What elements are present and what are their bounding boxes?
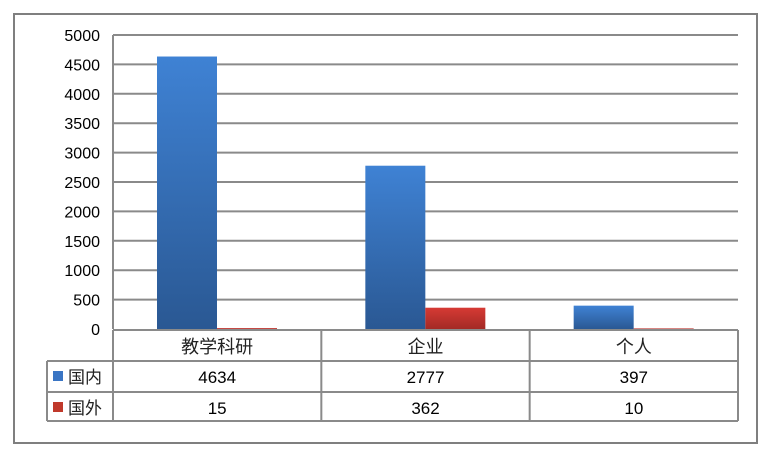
table-value: 10 (624, 399, 643, 418)
bar-国内-教学科研 (157, 56, 217, 329)
table-value: 15 (208, 399, 227, 418)
table-value: 397 (620, 368, 648, 387)
series-name: 国内 (68, 368, 102, 388)
legend-swatch-国外 (53, 402, 63, 412)
y-tick-label: 1500 (64, 234, 100, 251)
table-value: 362 (411, 399, 439, 418)
table-value: 4634 (198, 368, 236, 387)
chart-frame (13, 13, 758, 444)
y-tick-label: 0 (91, 322, 100, 339)
series-name: 国外 (68, 399, 102, 419)
bar-国外-企业 (425, 307, 486, 329)
category-label: 教学科研 (181, 337, 253, 358)
bar-国外-教学科研 (217, 328, 277, 329)
legend-swatch-国内 (53, 371, 63, 381)
y-tick-label: 1000 (64, 263, 100, 280)
y-tick-label: 4000 (64, 87, 100, 104)
y-tick-label: 2000 (64, 204, 100, 221)
y-tick-label: 3500 (64, 116, 100, 133)
y-tick-label: 3000 (64, 146, 100, 163)
y-tick-label: 4500 (64, 57, 100, 74)
bar-国内-企业 (365, 165, 426, 329)
category-label: 个人 (616, 337, 652, 358)
bar-国内-个人 (573, 305, 634, 329)
table-value: 2777 (407, 368, 445, 387)
y-tick-label: 2500 (64, 175, 100, 192)
y-tick-label: 500 (73, 293, 100, 310)
y-tick-label: 5000 (64, 28, 100, 45)
bar-国外-个人 (633, 328, 694, 329)
category-label: 企业 (408, 337, 444, 358)
